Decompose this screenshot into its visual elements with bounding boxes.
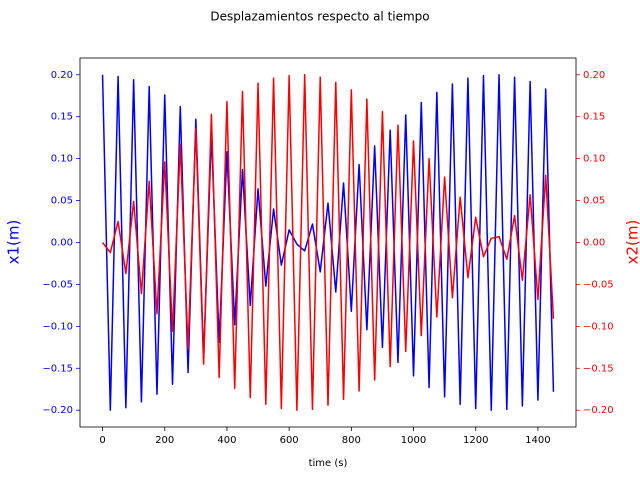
y2-tick-label: −0.05 — [583, 279, 614, 290]
y2-tick-label: −0.15 — [583, 363, 614, 374]
y-tick-label: −0.15 — [42, 363, 73, 374]
y-tick-label: 0.05 — [51, 196, 73, 207]
y-tick-label: −0.20 — [42, 405, 73, 416]
series-line — [101, 74, 555, 411]
y-axis-label: x1(m) — [5, 220, 23, 265]
y2-tick-label: 0.05 — [583, 196, 605, 207]
y2-tick-label: −0.20 — [583, 405, 614, 416]
series-line — [101, 74, 555, 411]
x-tick-label: 800 — [342, 435, 361, 446]
x-tick-label: 200 — [155, 435, 174, 446]
x-tick-label: 1000 — [401, 435, 426, 446]
x-axis-label: time (s) — [309, 458, 348, 469]
y2-tick-label: 0.20 — [583, 70, 605, 81]
y-tick-label: 0.00 — [51, 238, 73, 249]
y2-tick-label: 0.00 — [583, 238, 605, 249]
y2-tick-label: 0.15 — [583, 112, 605, 123]
y2-axis-label: x2(m) — [624, 220, 640, 265]
y-tick-label: −0.05 — [42, 279, 73, 290]
chart-title: Desplazamientos respecto al tiempo — [210, 10, 429, 24]
x-tick-label: 600 — [280, 435, 299, 446]
y-tick-label: 0.15 — [51, 112, 73, 123]
y2-tick-label: 0.10 — [583, 154, 605, 165]
x-tick-label: 1400 — [525, 435, 550, 446]
x-tick-label: 0 — [99, 435, 105, 446]
plot-frame — [79, 57, 577, 428]
x-tick-label: 1200 — [463, 435, 488, 446]
y-tick-label: 0.20 — [51, 70, 73, 81]
y2-tick-label: −0.10 — [583, 321, 614, 332]
x-tick-label: 400 — [217, 435, 236, 446]
y-tick-label: 0.10 — [51, 154, 73, 165]
y-tick-label: −0.10 — [42, 321, 73, 332]
